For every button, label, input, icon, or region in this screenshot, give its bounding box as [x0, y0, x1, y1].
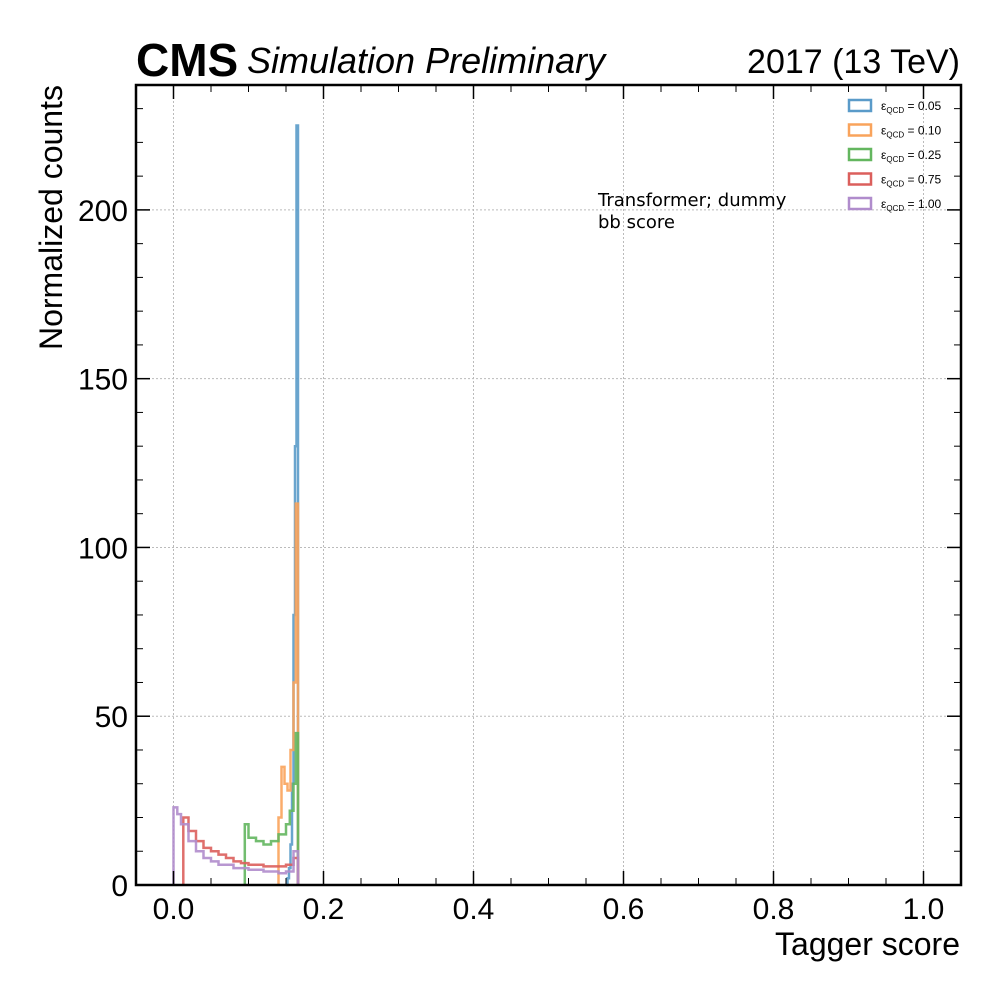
- y-tick-label: 150: [78, 364, 128, 397]
- legend-label: εQCD = 0.75: [881, 173, 941, 189]
- x-tick-label: 0.2: [303, 893, 345, 926]
- legend-entry: εQCD = 0.75: [847, 172, 941, 189]
- legend-entry: εQCD = 0.05: [847, 98, 941, 115]
- legend-entry: εQCD = 0.25: [847, 147, 941, 164]
- y-axis-label: Normalized counts: [33, 85, 69, 350]
- status-label: Simulation Preliminary: [247, 40, 607, 81]
- legend-label: εQCD = 0.05: [881, 99, 941, 115]
- series-line-1: [286, 124, 300, 887]
- legend-entry: εQCD = 0.10: [847, 123, 941, 140]
- legend: εQCD = 0.05 εQCD = 0.10 εQCD = 0.25 εQCD = …: [847, 98, 941, 213]
- y-tick-label: 200: [78, 195, 128, 228]
- plot-frame: [134, 83, 963, 887]
- y-tick-label: 0: [111, 870, 128, 903]
- lumi-label: 2017 (13 TeV): [747, 43, 960, 81]
- x-tick-label: 1.0: [903, 893, 945, 926]
- x-tick-label: 0.8: [753, 893, 795, 926]
- x-tick-label: 0.6: [603, 893, 645, 926]
- legend-swatch: [847, 123, 873, 137]
- legend-swatch: [847, 98, 873, 113]
- y-tick-label: 100: [78, 532, 128, 565]
- series-line-3: [243, 731, 300, 885]
- annotation-line-2: bb score: [598, 212, 675, 233]
- y-tick-label: 50: [95, 701, 128, 734]
- x-axis-label: Tagger score: [775, 926, 960, 962]
- legend-label: εQCD = 0.25: [881, 148, 941, 164]
- annotation-line-1: Transformer; dummy: [597, 190, 787, 211]
- series-line-5: [172, 806, 300, 885]
- legend-label: εQCD = 1.00: [881, 197, 941, 213]
- series-line-2: [277, 502, 300, 885]
- legend-swatch: [847, 196, 873, 211]
- legend-swatch: [847, 147, 873, 162]
- legend-label: εQCD = 0.10: [881, 124, 941, 140]
- grid: [136, 85, 961, 885]
- legend-entry: εQCD = 1.00: [847, 196, 941, 213]
- experiment-label: CMS: [136, 34, 238, 86]
- x-tick-label: 0.4: [453, 893, 495, 926]
- ticks: 0.0 0.2 0.4 0.6 0.8 1.0 0 50 100 150 200: [78, 85, 962, 926]
- legend-swatch: [847, 172, 873, 186]
- series-layer: [172, 124, 300, 887]
- x-tick-label: 0.0: [153, 893, 195, 926]
